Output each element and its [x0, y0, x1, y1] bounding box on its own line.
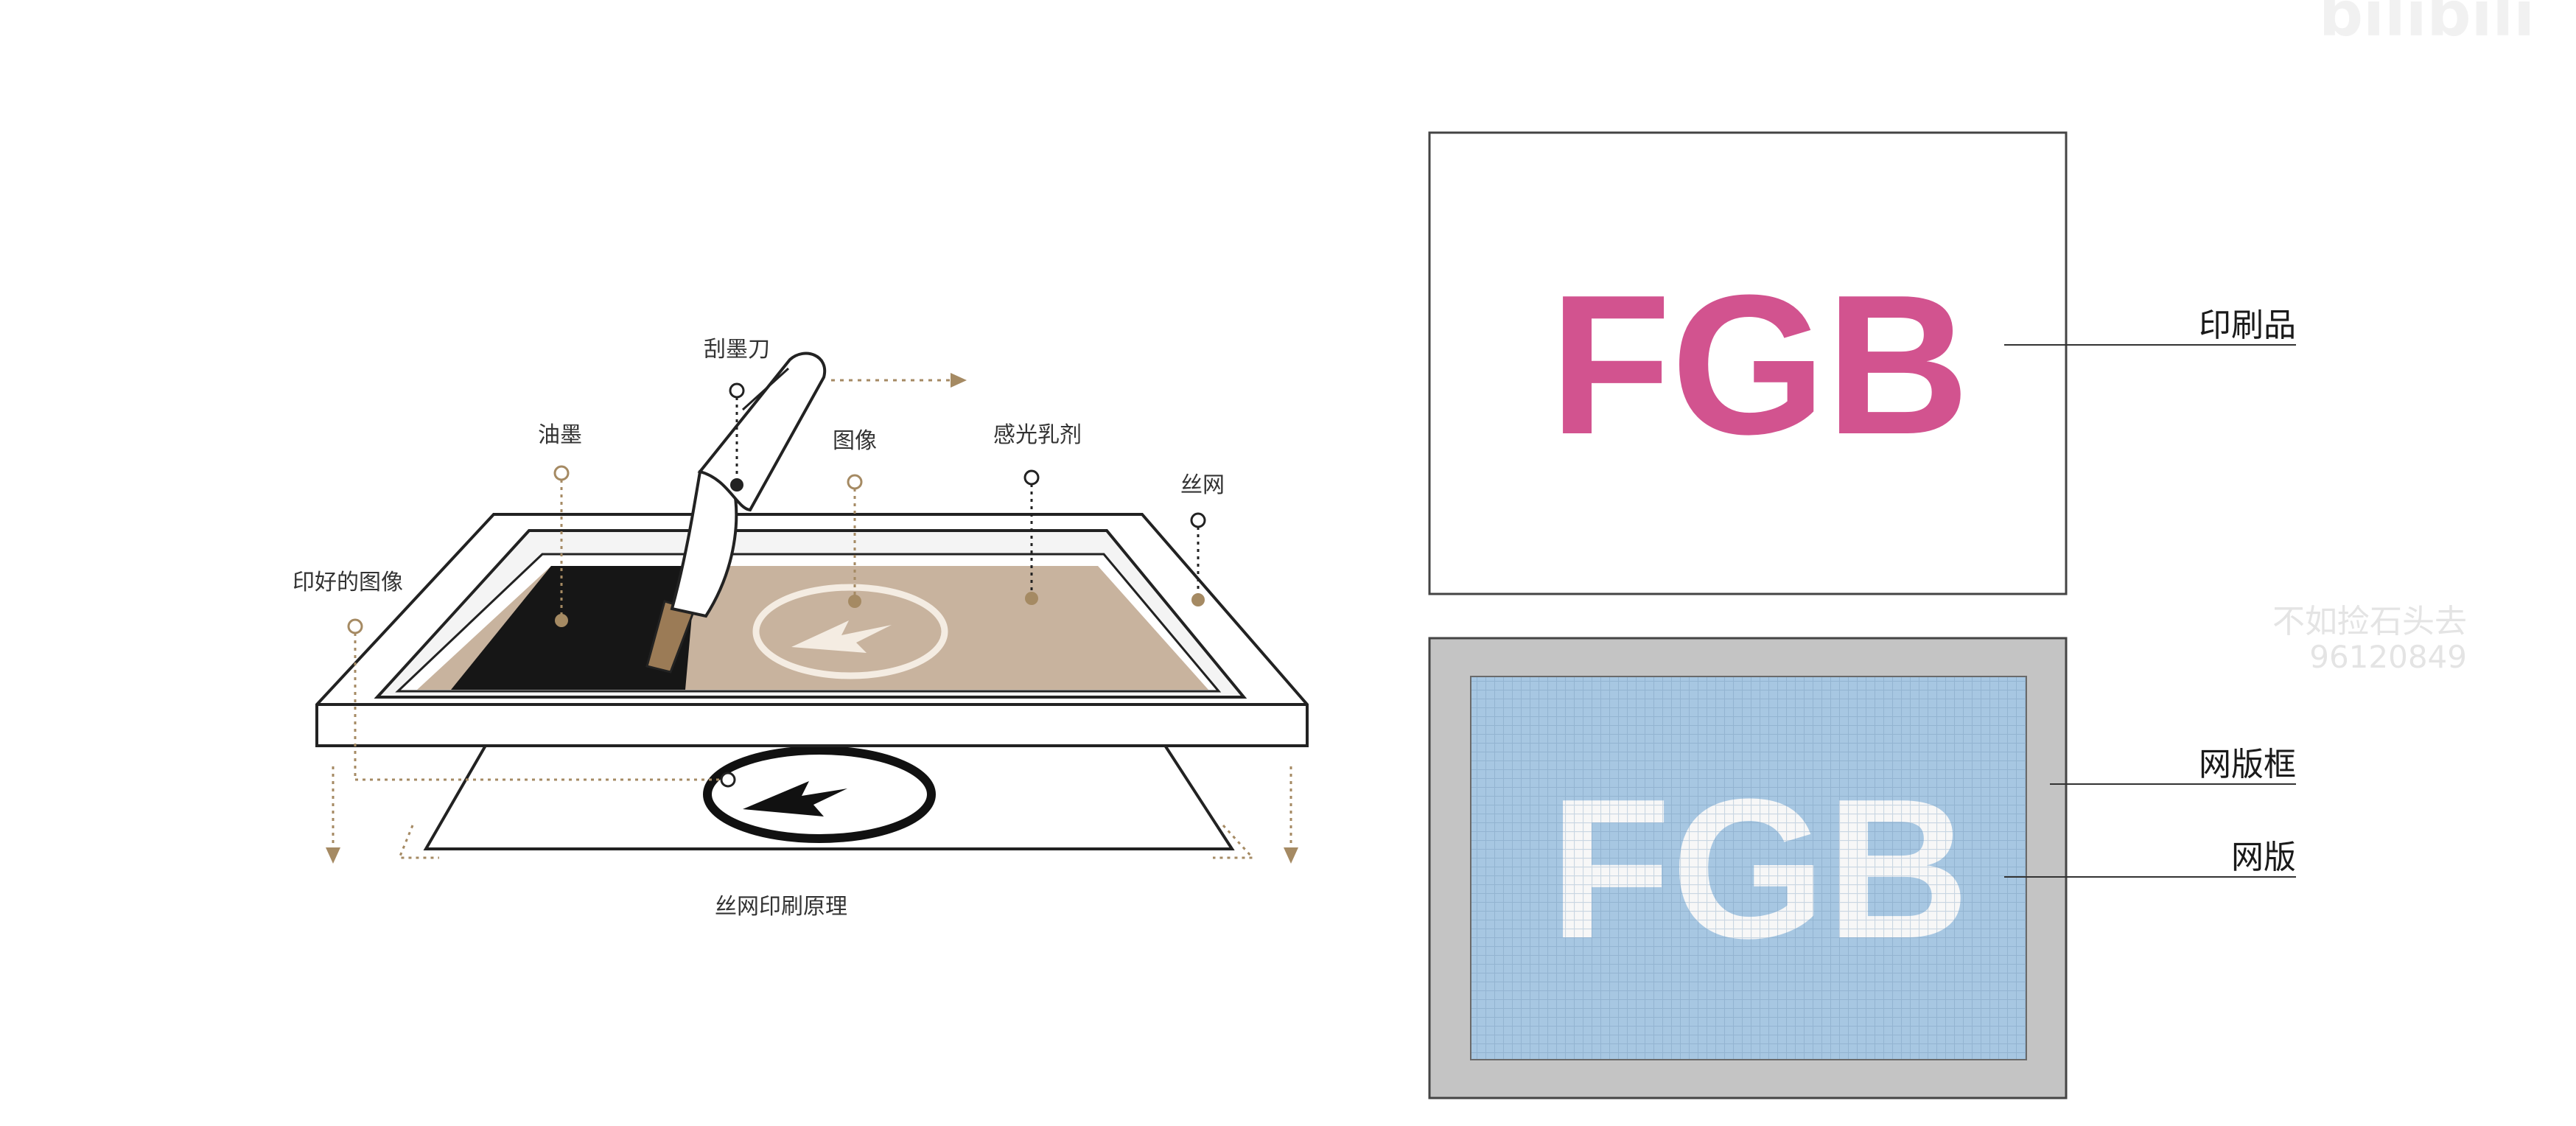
printed-bird-mark: [743, 781, 847, 816]
ink-area: [451, 566, 696, 690]
channel-id-watermark: 96120849: [2309, 639, 2467, 675]
label-emulsion: 感光乳剂: [993, 422, 1082, 448]
printed-fgb-text: FGB: [1550, 254, 1970, 476]
bilibili-watermark: bilibili: [2319, 0, 2535, 50]
print-vs-screen-diagram: FGB 印刷品 FGB 网版框 网版: [1428, 131, 2296, 1099]
label-image: 图像: [833, 428, 877, 454]
label-ink: 油墨: [538, 422, 582, 448]
label-screen-plate: 网版: [2231, 839, 2296, 876]
label-squeegee: 刮墨刀: [704, 337, 770, 363]
stencil-bird: [791, 620, 892, 653]
label-printed-image: 印好的图像: [293, 570, 403, 595]
printed-circle-mark: [703, 746, 936, 843]
channel-name-watermark: 不如捡石头去: [2272, 603, 2467, 640]
diagram-caption: 丝网印刷原理: [715, 894, 847, 920]
screen-fgb-text: FGB: [1550, 758, 1970, 980]
label-screen-mesh: 丝网: [1180, 472, 1225, 498]
screen-mesh-box: [1470, 676, 2027, 1060]
squeegee: [645, 352, 827, 674]
printed-product-box: [1428, 131, 2068, 595]
screen-printing-diagram: 刮墨刀 油墨 图像 感光乳剂 丝网 印好的图像: [293, 337, 1309, 920]
label-screen-frame: 网版框: [2199, 746, 2296, 783]
label-printed-product: 印刷品: [2199, 307, 2296, 344]
stencil-image: [752, 584, 948, 679]
